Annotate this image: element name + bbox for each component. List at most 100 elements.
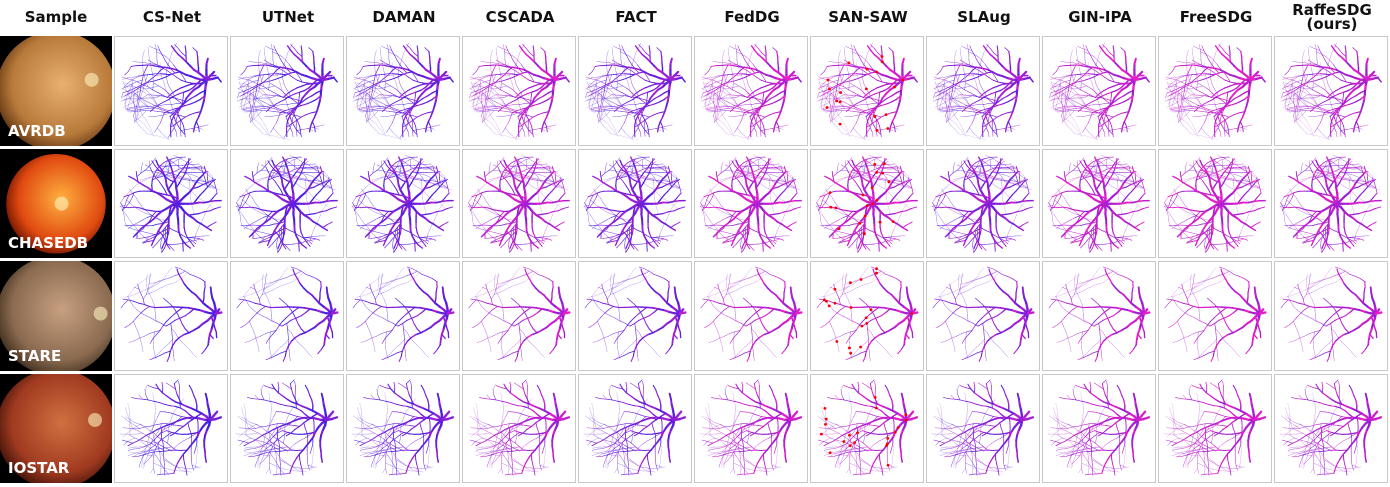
segmentation-result [230,36,344,146]
segmentation-result [810,36,924,146]
segmentation-result [578,374,692,484]
vessel-map [927,375,1039,483]
segmentation-result [462,149,576,259]
segmentation-result [114,149,228,259]
sample-image: IOSTAR [0,374,112,484]
column-header: Sample [0,0,112,34]
vessel-map [1159,37,1271,145]
segmentation-result [114,261,228,371]
column-header: RaffeSDG (ours) [1292,0,1372,34]
row-label: STARE [8,347,61,365]
vessel-map [579,150,691,258]
vessel-map [927,262,1039,370]
segmentation-result [1274,261,1388,371]
vessel-map [811,262,923,370]
segmentation-result [230,261,344,371]
vessel-map [1043,375,1155,483]
segmentation-result [462,374,576,484]
segmentation-result [1042,36,1156,146]
segmentation-result [694,36,808,146]
vessel-map [1275,262,1387,370]
vessel-map [1159,375,1271,483]
segmentation-result [694,149,808,259]
vessel-map [347,37,459,145]
vessel-map [927,150,1039,258]
sample-image: AVRDB [0,36,112,146]
vessel-map [695,375,807,483]
segmentation-result [926,374,1040,484]
column-header: CSCADA [462,0,578,34]
segmentation-result [810,374,924,484]
vessel-map [695,37,807,145]
column-header: CS-Net [114,0,230,34]
vessel-map [463,375,575,483]
segmentation-result [462,261,576,371]
vessel-map [463,37,575,145]
segmentation-result [346,374,460,484]
vessel-map [927,37,1039,145]
segmentation-result [810,261,924,371]
vessel-map [231,37,343,145]
row-label: CHASEDB [8,234,88,252]
segmentation-result [1158,374,1272,484]
vessel-map [347,262,459,370]
segmentation-result [1274,36,1388,146]
segmentation-result [346,36,460,146]
vessel-map [1043,150,1155,258]
column-header: UTNet [230,0,346,34]
segmentation-result [114,36,228,146]
row-label: IOSTAR [8,459,69,477]
column-header: SLAug [926,0,1042,34]
vessel-map [1275,37,1387,145]
sample-image: STARE [0,261,112,371]
vessel-map [1043,262,1155,370]
vessel-map [115,150,227,258]
column-header: FACT [578,0,694,34]
segmentation-result [694,261,808,371]
segmentation-result [578,149,692,259]
vessel-map [347,150,459,258]
segmentation-result [114,374,228,484]
vessel-map [1275,150,1387,258]
segmentation-result [1274,374,1388,484]
vessel-map [463,150,575,258]
vessel-map [231,150,343,258]
vessel-map [695,150,807,258]
vessel-map [811,37,923,145]
segmentation-result [1042,374,1156,484]
vessel-map [579,262,691,370]
segmentation-result [230,374,344,484]
segmentation-result [810,149,924,259]
vessel-map [115,262,227,370]
segmentation-result [1274,149,1388,259]
segmentation-result [1158,261,1272,371]
segmentation-result [1042,149,1156,259]
vessel-map [1275,375,1387,483]
segmentation-result [346,261,460,371]
column-header: SAN-SAW [810,0,926,34]
column-header: FreeSDG [1158,0,1274,34]
vessel-map [231,262,343,370]
vessel-map [347,375,459,483]
vessel-map [579,375,691,483]
segmentation-result [462,36,576,146]
vessel-map [231,375,343,483]
segmentation-result [926,261,1040,371]
segmentation-result [578,261,692,371]
row-label: AVRDB [8,122,66,140]
sample-image: CHASEDB [0,149,112,259]
segmentation-result [926,36,1040,146]
vessel-map [115,375,227,483]
segmentation-result [1042,261,1156,371]
column-header: FedDG [694,0,810,34]
segmentation-result [578,36,692,146]
vessel-map [115,37,227,145]
vessel-map [695,262,807,370]
segmentation-result [926,149,1040,259]
vessel-map [811,375,923,483]
vessel-map [1043,37,1155,145]
figure: SampleCS-NetUTNetDAMANCSCADAFACTFedDGSAN… [0,0,1390,487]
segmentation-result [230,149,344,259]
column-header: DAMAN [346,0,462,34]
vessel-map [463,262,575,370]
